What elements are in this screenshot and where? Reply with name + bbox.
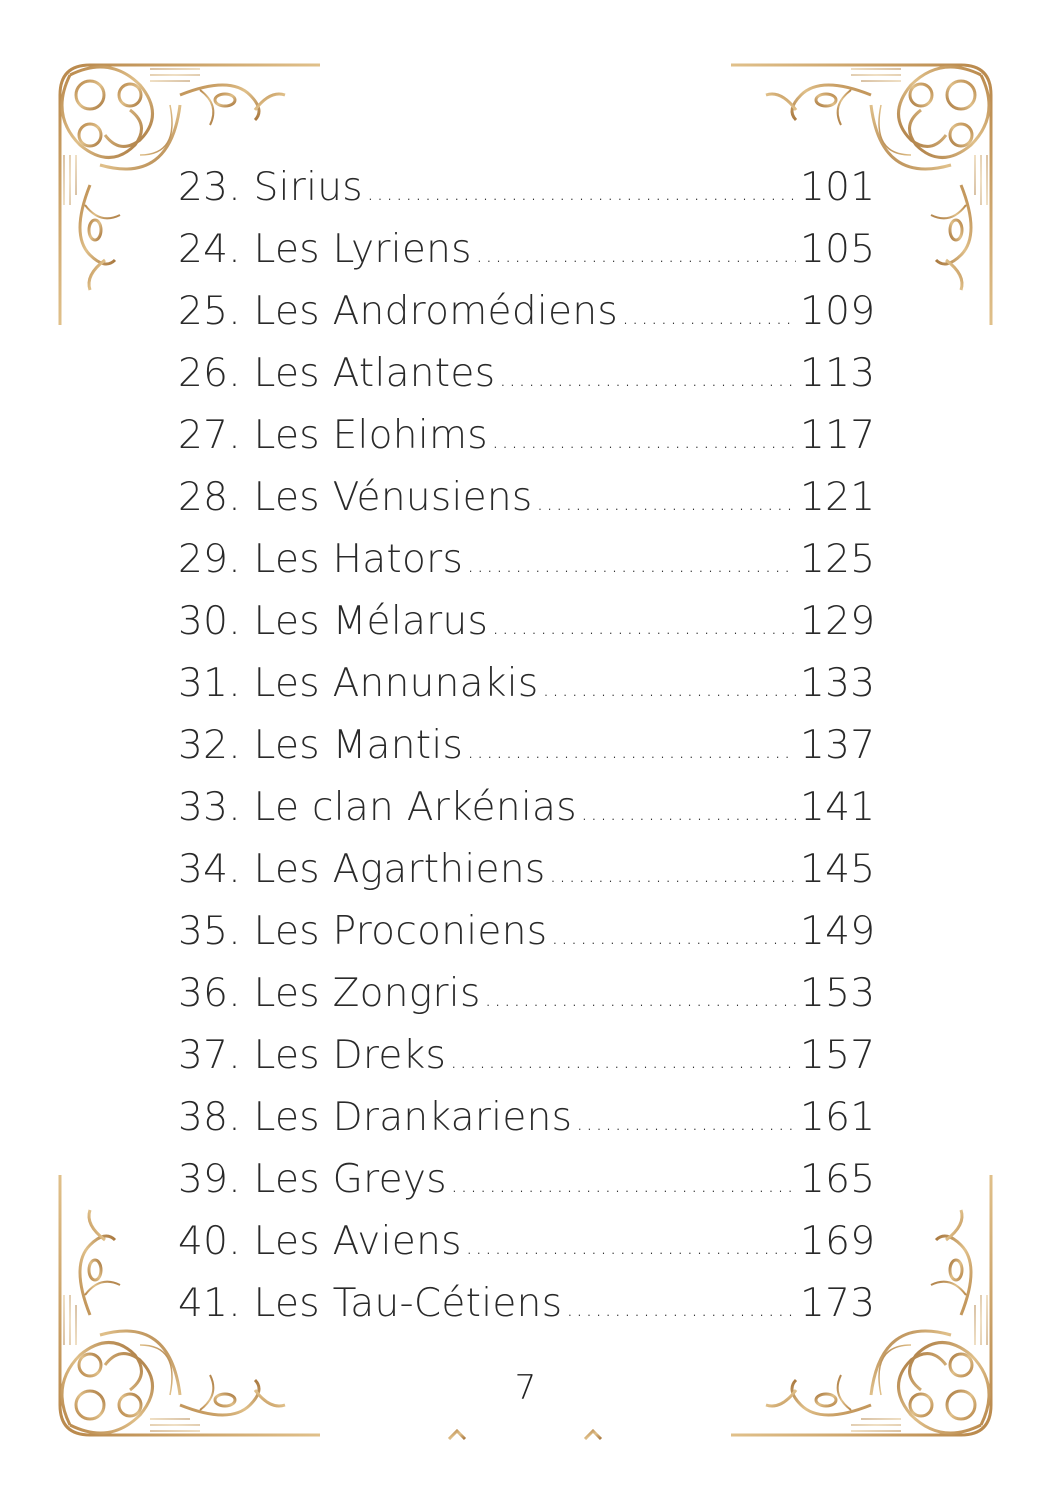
dot-leader: ........................................… xyxy=(492,615,796,640)
toc-entry-title: 23. Sirius xyxy=(178,165,363,210)
toc-entry[interactable]: 39. Les Greys...........................… xyxy=(178,1157,876,1219)
toc-entry-page: 161 xyxy=(800,1095,876,1140)
dot-leader: ........................................… xyxy=(499,367,796,392)
toc-entry-title: 36. Les Zongris xyxy=(178,971,481,1016)
toc-entry-page: 137 xyxy=(800,723,876,768)
toc-entry[interactable]: 34. Les Agarthiens......................… xyxy=(178,847,876,909)
toc-entry-page: 169 xyxy=(800,1219,876,1264)
toc-entry-page: 149 xyxy=(800,909,876,954)
toc-entry[interactable]: 31. Les Annunakis.......................… xyxy=(178,661,876,723)
dot-leader: ........................................… xyxy=(475,243,796,268)
toc-entry[interactable]: 33. Le clan Arkénias....................… xyxy=(178,785,876,847)
toc-entry[interactable]: 27. Les Elohims.........................… xyxy=(178,413,876,475)
toc-entry-page: 165 xyxy=(800,1157,876,1202)
dot-leader: ........................................… xyxy=(491,429,796,454)
toc-entry[interactable]: 24. Les Lyriens.........................… xyxy=(178,227,876,289)
dot-leader: ........................................… xyxy=(465,1235,796,1260)
dot-leader: ........................................… xyxy=(576,1111,796,1136)
toc-entry[interactable]: 37. Les Dreks...........................… xyxy=(178,1033,876,1095)
toc-entry-page: 133 xyxy=(800,661,876,706)
footer-ornament xyxy=(447,1425,603,1441)
toc-entry[interactable]: 26. Les Atlantes........................… xyxy=(178,351,876,413)
toc-entry-page: 125 xyxy=(800,537,876,582)
toc-entry-page: 173 xyxy=(800,1281,876,1326)
toc-entry-page: 129 xyxy=(800,599,876,644)
toc-entry-title: 40. Les Aviens xyxy=(178,1219,462,1264)
toc-entry-page: 141 xyxy=(800,785,876,830)
toc-entry-title: 27. Les Elohims xyxy=(178,413,488,458)
toc-entry-page: 145 xyxy=(800,847,876,892)
dot-leader: ........................................… xyxy=(551,925,796,950)
toc-entry[interactable]: 38. Les Drankariens.....................… xyxy=(178,1095,876,1157)
dot-leader: ........................................… xyxy=(566,1297,796,1322)
toc-entry[interactable]: 32. Les Mantis..........................… xyxy=(178,723,876,785)
dot-leader: ........................................… xyxy=(366,181,796,206)
toc-entry-title: 31. Les Annunakis xyxy=(178,661,539,706)
toc-entry[interactable]: 40. Les Aviens..........................… xyxy=(178,1219,876,1281)
dot-leader: ........................................… xyxy=(536,491,796,516)
toc-entry-page: 157 xyxy=(800,1033,876,1078)
table-of-contents: 23. Sirius..............................… xyxy=(178,165,876,1343)
dot-leader: ........................................… xyxy=(450,1049,796,1074)
toc-entry-page: 121 xyxy=(800,475,876,520)
toc-entry-title: 25. Les Andromédiens xyxy=(178,289,618,334)
toc-entry-title: 29. Les Hators xyxy=(178,537,464,582)
toc-entry[interactable]: 30. Les Mélarus.........................… xyxy=(178,599,876,661)
toc-entry-title: 41. Les Tau-Cétiens xyxy=(178,1281,563,1326)
toc-entry-page: 117 xyxy=(800,413,876,458)
toc-entry-title: 34. Les Agarthiens xyxy=(178,847,546,892)
toc-entry-title: 26. Les Atlantes xyxy=(178,351,496,396)
page-number: 7 xyxy=(514,1368,537,1408)
dot-leader: ........................................… xyxy=(467,553,796,578)
dot-leader: ........................................… xyxy=(542,677,796,702)
toc-entry-page: 105 xyxy=(800,227,876,272)
toc-entry-title: 38. Les Drankariens xyxy=(178,1095,573,1140)
toc-entry-title: 32. Les Mantis xyxy=(178,723,464,768)
toc-entry-page: 113 xyxy=(800,351,876,396)
toc-entry-title: 30. Les Mélarus xyxy=(178,599,489,644)
toc-entry[interactable]: 25. Les Andromédiens....................… xyxy=(178,289,876,351)
dot-leader: ........................................… xyxy=(549,863,796,888)
toc-entry[interactable]: 28. Les Vénusiens.......................… xyxy=(178,475,876,537)
toc-entry-title: 33. Le clan Arkénias xyxy=(178,785,577,830)
toc-entry[interactable]: 29. Les Hators..........................… xyxy=(178,537,876,599)
toc-entry[interactable]: 23. Sirius..............................… xyxy=(178,165,876,227)
toc-entry-title: 37. Les Dreks xyxy=(178,1033,447,1078)
dot-leader: ........................................… xyxy=(484,987,796,1012)
dot-leader: ........................................… xyxy=(450,1173,796,1198)
toc-entry-page: 101 xyxy=(800,165,876,210)
toc-entry-title: 39. Les Greys xyxy=(178,1157,447,1202)
toc-entry-title: 35. Les Proconiens xyxy=(178,909,548,954)
dot-leader: ........................................… xyxy=(467,739,796,764)
toc-entry[interactable]: 41. Les Tau-Cétiens.....................… xyxy=(178,1281,876,1343)
dot-leader: ........................................… xyxy=(580,801,796,826)
toc-entry[interactable]: 35. Les Proconiens......................… xyxy=(178,909,876,971)
toc-entry-title: 28. Les Vénusiens xyxy=(178,475,533,520)
toc-entry-page: 109 xyxy=(800,289,876,334)
toc-entry-page: 153 xyxy=(800,971,876,1016)
toc-entry-title: 24. Les Lyriens xyxy=(178,227,472,272)
toc-entry[interactable]: 36. Les Zongris.........................… xyxy=(178,971,876,1033)
dot-leader: ........................................… xyxy=(621,305,796,330)
